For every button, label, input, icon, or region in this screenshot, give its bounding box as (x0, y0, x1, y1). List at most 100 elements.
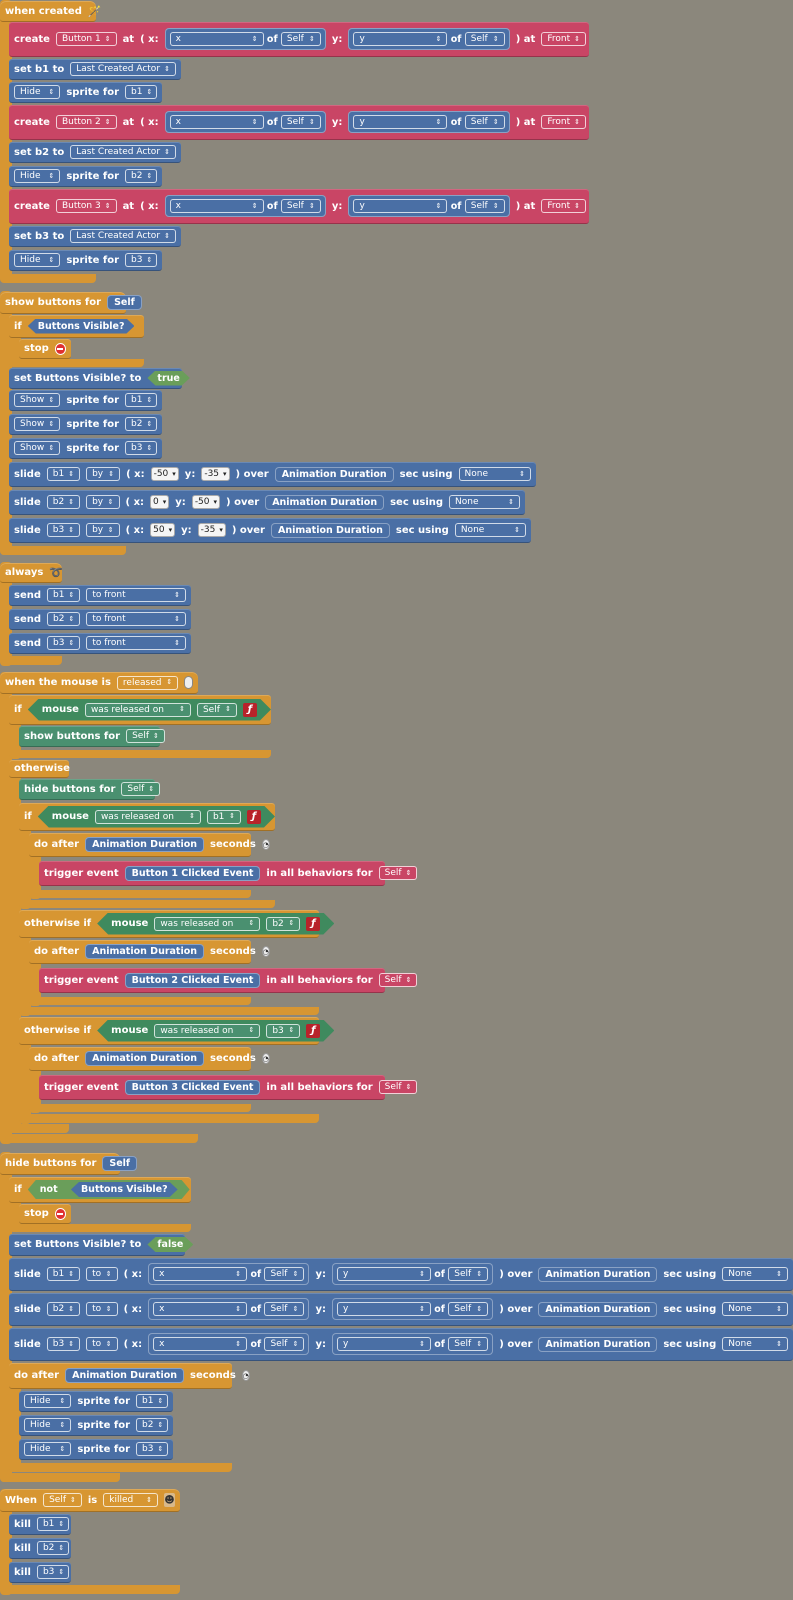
b3-dropdown[interactable]: b3 ⇕ (47, 636, 81, 650)
layer-dropdown[interactable]: Front ⇕ (541, 199, 586, 213)
show-b3-block[interactable]: Show ⇕ sprite for b3 ⇕ (9, 438, 162, 459)
y-attribute-dropdown[interactable]: y ⇕ (336, 1302, 431, 1316)
easing-dropdown[interactable]: None ⇕ (722, 1267, 788, 1281)
event-name-field[interactable]: Button 2 Clicked Event (124, 972, 261, 988)
b3-dropdown[interactable]: b3 ⇕ (36, 1565, 69, 1579)
x-attribute-dropdown[interactable]: x ⇕ (169, 32, 264, 46)
self-param[interactable]: Self (102, 1156, 138, 1171)
b1-dropdown[interactable]: b1 ⇕ (36, 1517, 69, 1531)
trigger-event-3[interactable]: trigger event Button 3 Clicked Event in … (39, 1075, 418, 1100)
x-of-actor-dropdown[interactable]: Self ⇕ (280, 199, 321, 213)
by-to-dropdown[interactable]: by ⇕ (86, 467, 121, 481)
b2-dropdown[interactable]: b2 ⇕ (266, 917, 300, 931)
event-name-field[interactable]: Button 1 Clicked Event (124, 865, 261, 881)
b1-dropdown[interactable]: b1 ⇕ (47, 588, 81, 602)
otherwise-block[interactable]: otherwise (9, 760, 70, 778)
x-of-actor-dropdown[interactable]: Self ⇕ (280, 32, 321, 46)
show-hide-dropdown[interactable]: Hide ⇕ (14, 85, 61, 99)
animation-duration-attribute[interactable]: Animation Duration (85, 837, 205, 852)
y-offset-field[interactable]: -35 ▾ (197, 523, 226, 537)
slide-by-b2[interactable]: slide b2 ⇕ by ⇕ ( x: 0 ▾ y: -50 ▾ ) over Ani… (9, 490, 525, 515)
animation-duration-attribute[interactable]: Animation Duration (85, 944, 205, 959)
otherwise-if-b2-block[interactable]: otherwise if mouse was released on ⇕ b2 ⇕ … (19, 910, 319, 938)
show-hide-dropdown[interactable]: Hide ⇕ (24, 1394, 72, 1408)
show-hide-dropdown[interactable]: Hide ⇕ (14, 253, 61, 267)
killed-state-dropdown[interactable]: killed ⇕ (103, 1493, 158, 1507)
animation-duration-attribute[interactable]: Animation Duration (274, 466, 394, 482)
mouse-condition-dropdown[interactable]: was released on ⇕ (154, 917, 260, 931)
true-value[interactable]: true (147, 371, 189, 386)
when-created-event[interactable]: when created 🪄 (0, 1, 102, 22)
x-attribute-dropdown[interactable]: x ⇕ (169, 115, 264, 129)
create-actor-block-3[interactable]: create Button 3 ⇕ at ( x: x ⇕ of Self ⇕ y: … (9, 189, 589, 224)
self-dropdown[interactable]: Self ⇕ (43, 1493, 82, 1507)
easing-dropdown[interactable]: None ⇕ (449, 495, 520, 509)
y-attribute-dropdown[interactable]: y ⇕ (353, 199, 448, 213)
if-not-block[interactable]: if not Buttons Visible? (9, 1177, 191, 1203)
y-of-actor-dropdown[interactable]: Self ⇕ (464, 115, 505, 129)
slide-to-b2[interactable]: slide b2 ⇕ to ⇕ ( x: x ⇕ of Self ⇕ y: y ⇕ of … (9, 1293, 793, 1326)
y-attribute-dropdown[interactable]: y ⇕ (336, 1337, 431, 1351)
y-offset-field[interactable]: -35 ▾ (201, 467, 230, 481)
buttons-visible-attribute[interactable]: Buttons Visible? (28, 319, 135, 334)
easing-dropdown[interactable]: None ⇕ (458, 467, 531, 481)
mouse-released-on-b3-condition[interactable]: mouse was released on ⇕ b3 ⇕ ƒ (97, 1020, 334, 1042)
mouse-released-on-b2-condition[interactable]: mouse was released on ⇕ b2 ⇕ ƒ (97, 913, 334, 935)
by-to-dropdown[interactable]: to ⇕ (86, 1267, 118, 1281)
by-to-dropdown[interactable]: to ⇕ (86, 1302, 118, 1316)
show-hide-dropdown[interactable]: Hide ⇕ (14, 169, 61, 183)
show-buttons-custom-block[interactable]: show buttons for Self (0, 292, 142, 314)
b1-dropdown[interactable]: b1 ⇕ (46, 467, 81, 481)
otherwise-if-b3-block[interactable]: otherwise if mouse was released on ⇕ b3 ⇕ … (19, 1017, 319, 1045)
hide-b2-sprite-block[interactable]: Hide ⇕ sprite for b2 ⇕ (19, 1415, 173, 1436)
always-event[interactable]: always ➰ (0, 563, 63, 583)
b1-dropdown[interactable]: b1 ⇕ (136, 1394, 168, 1408)
b1-dropdown[interactable]: b1 ⇕ (207, 810, 241, 824)
show-hide-dropdown[interactable]: Hide ⇕ (24, 1418, 72, 1432)
actor-type-dropdown[interactable]: Button 1 ⇕ (55, 32, 117, 46)
kill-b2-block[interactable]: kill b2 ⇕ (9, 1538, 71, 1559)
if-block[interactable]: if Buttons Visible? (9, 315, 144, 338)
set-b1-block[interactable]: set b1 to Last Created Actor ⇕ (9, 59, 181, 80)
by-to-dropdown[interactable]: by ⇕ (86, 495, 120, 509)
create-actor-block-2[interactable]: create Button 2 ⇕ at ( x: x ⇕ of Self ⇕ y: … (9, 105, 589, 140)
do-after-block-2[interactable]: do after Animation Duration seconds ◔ (29, 940, 270, 964)
show-b1-block[interactable]: Show ⇕ sprite for b1 ⇕ (9, 390, 162, 411)
x-of-actor-dropdown[interactable]: Self ⇕ (264, 1302, 305, 1316)
y-of-actor-dropdown[interactable]: Self ⇕ (464, 199, 505, 213)
by-to-dropdown[interactable]: to ⇕ (86, 1337, 118, 1351)
mouse-released-on-b1-condition[interactable]: mouse was released on ⇕ b1 ⇕ ƒ (38, 806, 275, 828)
last-created-actor-dropdown[interactable]: Last Created Actor ⇕ (70, 229, 176, 243)
y-attribute-dropdown[interactable]: y ⇕ (353, 32, 448, 46)
animation-duration-attribute[interactable]: Animation Duration (85, 1051, 205, 1066)
self-dropdown[interactable]: Self ⇕ (121, 782, 161, 796)
last-created-actor-dropdown[interactable]: Last Created Actor ⇕ (70, 145, 176, 159)
slide-by-b3[interactable]: slide b3 ⇕ by ⇕ ( x: 50 ▾ y: -35 ▾ ) over An… (9, 518, 531, 543)
do-after-block-1[interactable]: do after Animation Duration seconds ◔ (29, 833, 270, 857)
stop-block[interactable]: stop (19, 339, 71, 359)
x-offset-field[interactable]: -50 ▾ (150, 467, 179, 481)
send-b1-to-front[interactable]: send b1 ⇕ to front ⇕ (9, 585, 191, 606)
set-b3-block[interactable]: set b3 to Last Created Actor ⇕ (9, 226, 181, 247)
show-b2-block[interactable]: Show ⇕ sprite for b2 ⇕ (9, 414, 162, 435)
set-buttons-visible-true[interactable]: set Buttons Visible? to true (9, 368, 182, 389)
hide-buttons-call[interactable]: hide buttons for Self ⇕ (19, 779, 161, 800)
y-of-actor-dropdown[interactable]: Self ⇕ (448, 1267, 489, 1281)
animation-duration-attribute[interactable]: Animation Duration (538, 1301, 658, 1317)
x-of-actor-dropdown[interactable]: Self ⇕ (264, 1337, 305, 1351)
animation-duration-attribute[interactable]: Animation Duration (65, 1368, 185, 1383)
y-attribute-dropdown[interactable]: y ⇕ (353, 115, 448, 129)
kill-b1-block[interactable]: kill b1 ⇕ (9, 1514, 71, 1535)
actor-type-dropdown[interactable]: Button 3 ⇕ (55, 199, 117, 213)
b3-dropdown[interactable]: b3 ⇕ (125, 441, 157, 455)
mouse-state-dropdown[interactable]: released ⇕ (116, 675, 179, 690)
b2-dropdown[interactable]: b2 ⇕ (125, 169, 157, 183)
slide-to-b1[interactable]: slide b1 ⇕ to ⇕ ( x: x ⇕ of Self ⇕ y: y ⇕ of … (9, 1258, 793, 1291)
set-b2-block[interactable]: set b2 to Last Created Actor ⇕ (9, 142, 181, 163)
self-dropdown[interactable]: Self ⇕ (378, 973, 418, 987)
kill-b3-block[interactable]: kill b3 ⇕ (9, 1562, 71, 1583)
last-created-actor-dropdown[interactable]: Last Created Actor ⇕ (70, 62, 176, 76)
b2-dropdown[interactable]: b2 ⇕ (125, 417, 157, 431)
b3-dropdown[interactable]: b3 ⇕ (136, 1442, 168, 1456)
send-b3-to-front[interactable]: send b3 ⇕ to front ⇕ (9, 633, 191, 654)
